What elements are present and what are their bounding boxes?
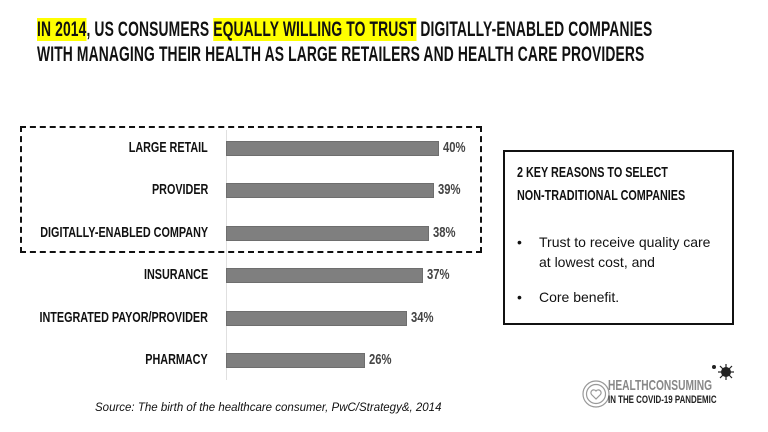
title-line-1: IN 2014, US CONSUMERS EQUALLY WILLING TO… bbox=[37, 18, 652, 42]
reason-text: Trust to receive quality care at lowest … bbox=[539, 234, 711, 270]
bar bbox=[226, 141, 440, 156]
logo-text: HEALTHCONSUMING bbox=[608, 377, 713, 394]
title-line-2: WITH MANAGING THEIR HEALTH AS LARGE RETA… bbox=[37, 43, 645, 66]
category-label: PROVIDER bbox=[151, 181, 208, 199]
value-label: 34% bbox=[411, 308, 434, 326]
heart-rings-icon bbox=[582, 380, 610, 408]
value-label: 40% bbox=[443, 139, 466, 156]
bullet-icon: • bbox=[517, 289, 522, 305]
category-label: INTEGRATED PAYOR/PROVIDER bbox=[39, 308, 208, 326]
value-label: 39% bbox=[437, 181, 461, 199]
highlight-dashed-box bbox=[20, 126, 482, 253]
reason-bullet: • Trust to receive quality care at lowest… bbox=[517, 232, 719, 272]
reasons-box: 2 KEY REASONS TO SELECT NON-TRADITIONAL … bbox=[503, 150, 734, 325]
chart-axis-line bbox=[226, 130, 227, 380]
title-highlight-year: IN 2014 bbox=[37, 18, 87, 41]
title-text: , US CONSUMERS bbox=[86, 18, 214, 41]
source-note: Source: The birth of the healthcare cons… bbox=[95, 402, 442, 414]
title-highlight-trust: EQUALLY WILLING TO TRUST bbox=[213, 18, 417, 41]
category-label: LARGE RETAIL bbox=[129, 139, 208, 156]
reasons-title-line-1: 2 KEY REASONS TO SELECT bbox=[517, 164, 668, 181]
bar bbox=[226, 225, 429, 241]
reasons-title-line-2: NON-TRADITIONAL COMPANIES bbox=[517, 187, 686, 204]
reason-text: Core benefit. bbox=[539, 289, 620, 305]
bar bbox=[226, 353, 365, 368]
bar bbox=[226, 183, 434, 199]
virus-icon bbox=[712, 364, 734, 380]
logo-subtext: IN THE COVID-19 PANDEMIC bbox=[608, 394, 717, 406]
value-label: 37% bbox=[427, 266, 450, 284]
category-label: DIGITALLY-ENABLED COMPANY bbox=[40, 223, 208, 241]
bullet-icon: • bbox=[517, 234, 522, 250]
category-label: INSURANCE bbox=[143, 266, 208, 284]
logo: HEALTHCONSUMING IN THE COVID-19 PANDEMIC bbox=[582, 364, 742, 415]
reason-bullet: • Core benefit. bbox=[517, 287, 719, 307]
value-label: 38% bbox=[432, 223, 456, 241]
bar bbox=[226, 268, 424, 284]
value-label: 26% bbox=[368, 351, 392, 368]
bar bbox=[226, 310, 408, 326]
category-label: PHARMACY bbox=[145, 351, 208, 368]
title-text: DIGITALLY-ENABLED COMPANIES bbox=[416, 18, 653, 41]
